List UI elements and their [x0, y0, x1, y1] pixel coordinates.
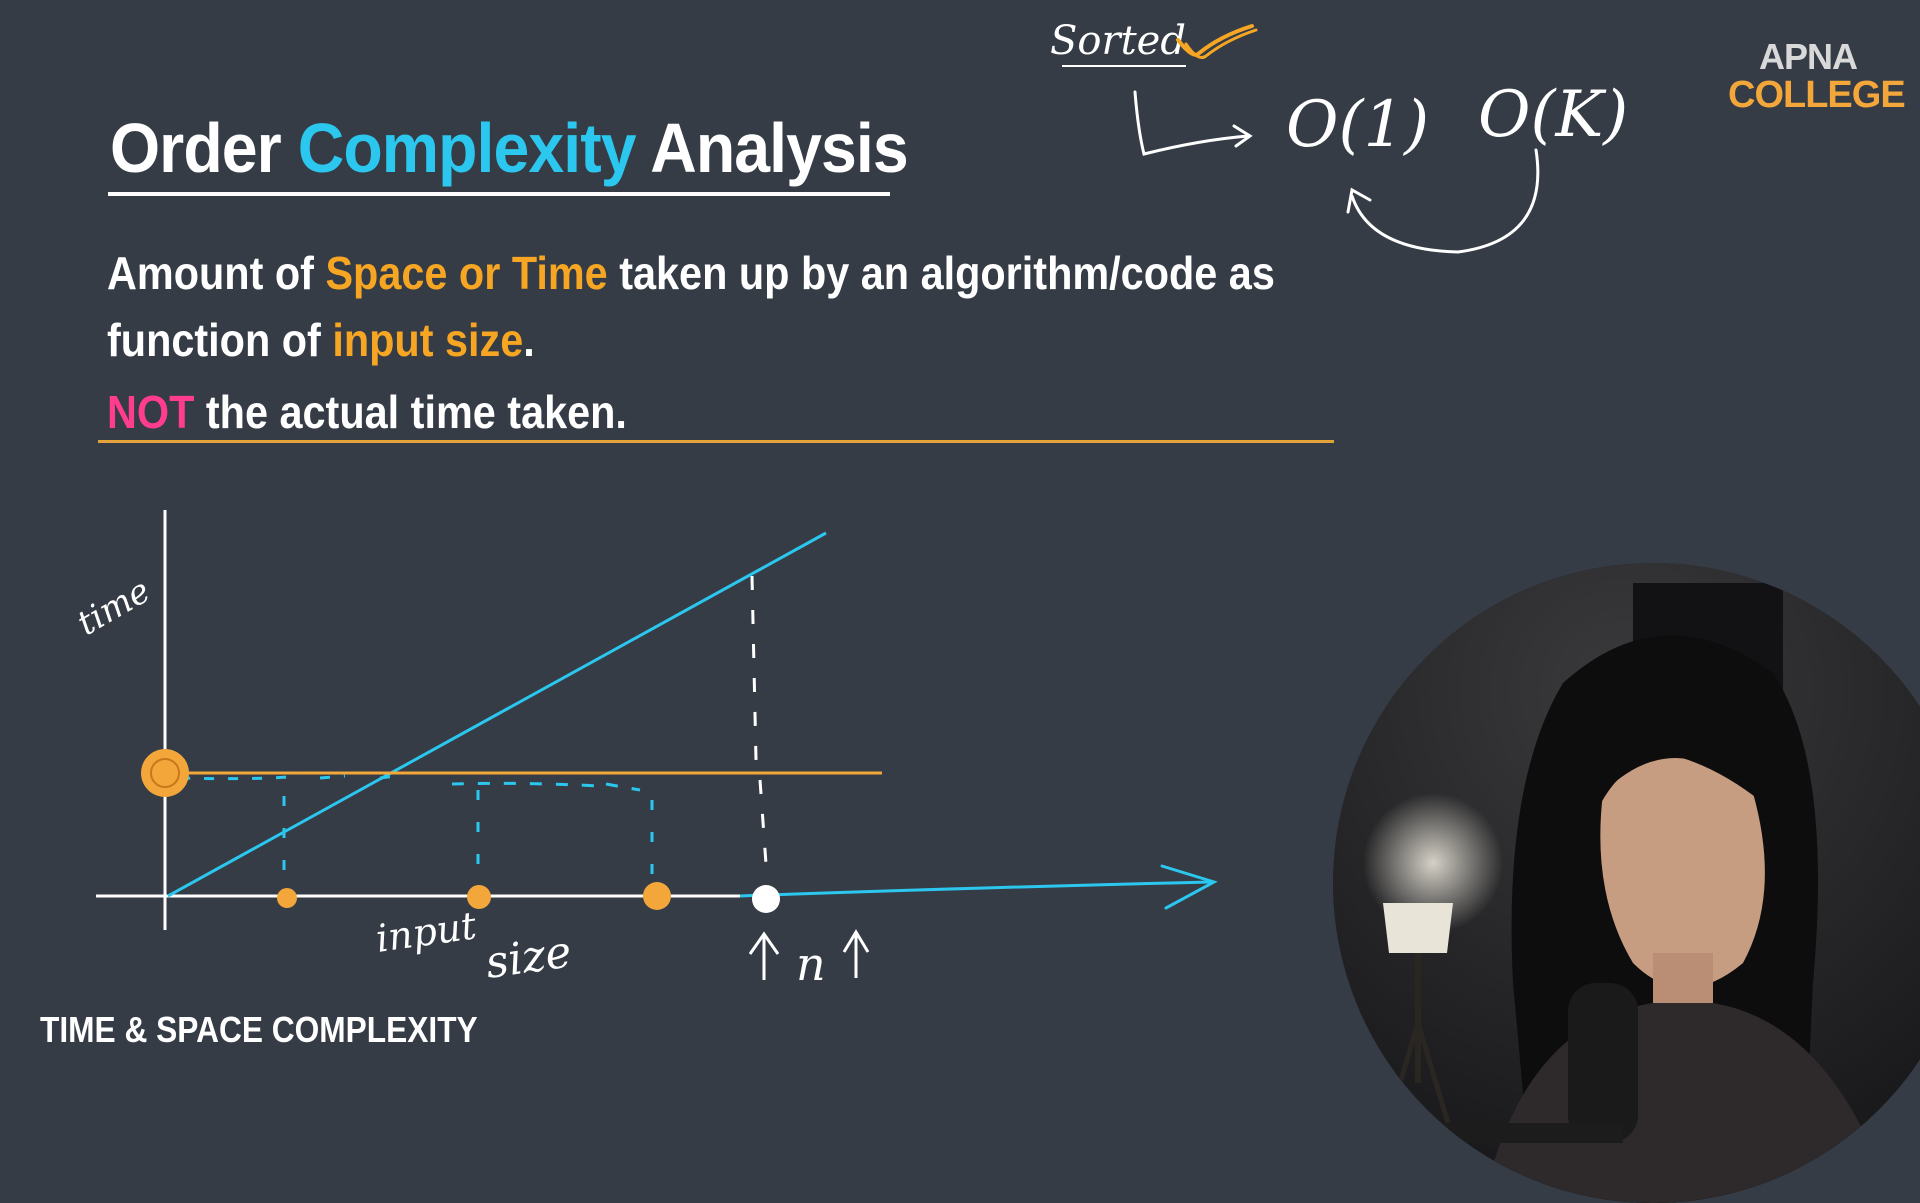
- linear-line: [167, 531, 827, 898]
- arrow-icon: [1133, 90, 1253, 156]
- handwritten-annotations: Sorted O(1) O(K): [71, 18, 1629, 991]
- constant-point: [141, 749, 189, 797]
- definition-line-3: NOT the actual time taken.: [107, 385, 627, 439]
- apna-college-logo: APNA COLLEGE: [1728, 36, 1906, 116]
- definition-line-1: Amount of Space or Time taken up by an a…: [107, 246, 1275, 300]
- complexity-graph: time input size n: [71, 510, 1218, 991]
- input-point-n: [752, 885, 780, 913]
- not-emphasis: NOT: [107, 386, 195, 438]
- check-mark-icon: [1176, 24, 1258, 59]
- n-label: n: [796, 937, 826, 991]
- x-axis-extension: [739, 880, 1211, 898]
- definition-text: taken up by an algorithm/code as: [607, 247, 1275, 299]
- dashed-guide: [451, 781, 641, 792]
- x-axis-label-size: size: [482, 926, 574, 988]
- dashed-guide: [750, 575, 768, 865]
- y-axis-label: time: [71, 571, 158, 644]
- input-point: [643, 882, 671, 910]
- highlight-space-or-time: Space or Time: [325, 247, 608, 299]
- definition-text: the actual time taken.: [194, 386, 627, 438]
- x-axis-label-input: input: [373, 903, 480, 961]
- ok-note: O(K): [1478, 78, 1628, 152]
- slide-title: Order Complexity Analysis: [110, 108, 909, 188]
- up-arrow-icon: [842, 929, 870, 978]
- slide: Order Complexity Analysis Amount of Spac…: [40, 18, 1920, 1203]
- up-arrow-icon: [748, 931, 780, 980]
- title-word-analysis: Analysis: [635, 109, 908, 187]
- curved-arrow-icon: [1346, 148, 1540, 254]
- input-point: [467, 885, 491, 909]
- o1-note: O(1): [1286, 88, 1429, 162]
- definition-text: .: [523, 314, 535, 366]
- x-axis-arrow-icon: [1160, 864, 1218, 910]
- definition-text: function of: [107, 314, 333, 366]
- definition-text: Amount of: [107, 247, 326, 299]
- logo-text-apna: APNA: [1758, 36, 1858, 77]
- dashed-guide: [179, 774, 397, 781]
- orange-divider: [98, 440, 1334, 443]
- sorted-note: Sorted: [1050, 18, 1186, 64]
- definition-line-2: function of input size.: [107, 313, 535, 367]
- title-underline: [108, 192, 890, 196]
- footer-label: TIME & SPACE COMPLEXITY: [40, 1009, 478, 1050]
- highlight-input-size: input size: [332, 314, 524, 366]
- logo-text-college: COLLEGE: [1728, 74, 1906, 116]
- title-word-order: Order: [110, 109, 298, 187]
- constant-point-scribble: [150, 758, 180, 788]
- input-point: [277, 888, 297, 908]
- title-word-complexity: Complexity: [297, 109, 637, 187]
